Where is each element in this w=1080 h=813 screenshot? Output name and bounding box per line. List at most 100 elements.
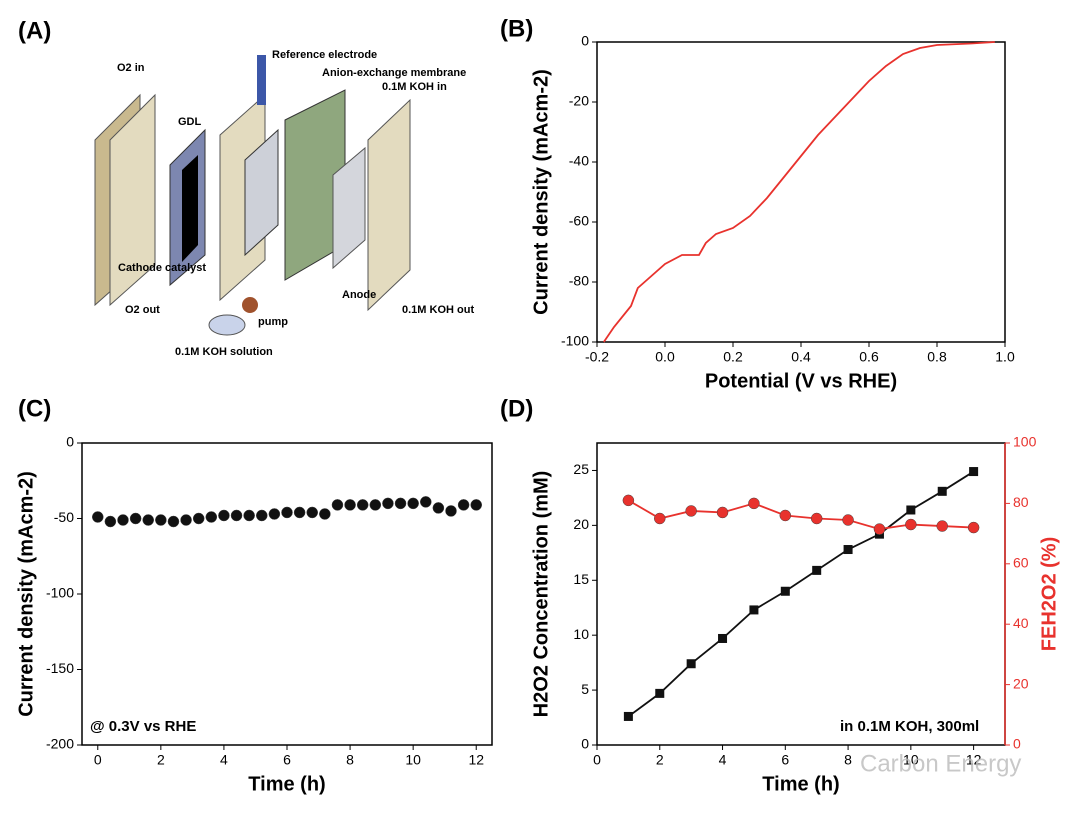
series-line: [627, 499, 974, 530]
marker: [142, 514, 154, 526]
marker: [718, 633, 728, 643]
marker: [905, 518, 917, 531]
x-tick-label: 0: [94, 752, 102, 768]
marker: [344, 499, 356, 511]
y-tick-label: 15: [573, 571, 589, 587]
marker: [218, 509, 230, 522]
marker: [445, 505, 457, 517]
x-tick-label: 10: [405, 752, 421, 768]
plate: [109, 93, 156, 307]
marker: [842, 514, 854, 526]
marker: [369, 499, 382, 511]
x-tick-label: 0.4: [791, 349, 811, 365]
marker: [382, 497, 394, 510]
marker: [180, 514, 192, 526]
y-tick-label: 25: [573, 461, 589, 477]
label: O2 in: [117, 62, 145, 74]
y-tick-label: -100: [46, 585, 74, 601]
x-tick-label: 10: [903, 752, 919, 768]
marker: [356, 499, 369, 511]
label: Cathode catalyst: [118, 262, 206, 274]
x-tick-label: 2: [157, 752, 165, 768]
panel-label: (D): [500, 395, 533, 422]
x-tick-label: 6: [283, 752, 291, 768]
y-tick-label: 0: [581, 33, 589, 49]
x-axis-title: Potential (V vs RHE): [705, 370, 897, 392]
marker: [319, 508, 331, 520]
marker: [155, 514, 167, 526]
x-tick-label: 0.6: [859, 349, 879, 365]
panel-label: (B): [500, 15, 533, 42]
diagram: (A) O2 in GDL Reference electrode Anion-…: [18, 17, 474, 358]
x-tick-label: -0.2: [585, 349, 609, 365]
y-tick-label: 0: [581, 736, 589, 752]
y-tick-label: 10: [573, 626, 589, 642]
marker: [256, 509, 268, 522]
marker: [623, 711, 633, 721]
series-line: [627, 470, 975, 718]
marker: [268, 508, 281, 520]
label: Anode: [342, 289, 376, 301]
label: GDL: [178, 116, 202, 128]
marker: [407, 497, 419, 510]
y2-tick-label: 60: [1013, 555, 1029, 571]
marker: [843, 545, 853, 555]
x-tick-label: 4: [719, 752, 727, 768]
x-tick-label: 12: [966, 752, 982, 768]
label: O2 out: [125, 304, 160, 316]
marker: [686, 659, 696, 669]
x-tick-label: 0.8: [927, 349, 947, 365]
marker: [780, 586, 790, 596]
marker: [654, 512, 666, 525]
x-tick-label: 0.0: [655, 349, 675, 365]
marker: [655, 688, 665, 698]
marker: [967, 521, 980, 534]
label: 0.1M KOH out: [402, 304, 474, 316]
marker: [685, 505, 697, 517]
panel-label: (C): [18, 395, 51, 422]
label: Reference electrode: [272, 49, 377, 61]
annotation: @ 0.3V vs RHE: [90, 718, 196, 735]
x-tick-label: 8: [844, 752, 852, 768]
marker: [936, 520, 948, 532]
y-tick-label: -50: [54, 509, 74, 525]
x-tick-label: 8: [346, 752, 354, 768]
y-tick-label: -40: [569, 153, 589, 169]
marker: [812, 565, 822, 575]
marker: [230, 509, 243, 522]
y-tick-label: -20: [569, 93, 589, 109]
marker: [749, 605, 759, 615]
marker: [331, 499, 344, 511]
y2-tick-label: 40: [1013, 615, 1029, 631]
marker: [205, 511, 218, 523]
marker: [810, 512, 823, 525]
plot-frame: [596, 41, 1006, 343]
reference: [257, 55, 266, 105]
marker: [420, 496, 432, 508]
catalyst: [182, 155, 198, 262]
plate: [219, 93, 266, 302]
watermark: Carbon Energy: [860, 750, 1021, 777]
label: 0.1M KOH solution: [175, 346, 273, 358]
y-tick-label: -150: [46, 660, 74, 676]
label: pump: [258, 316, 288, 328]
y-axis-title: H2O2 Concentration (mM): [530, 471, 552, 718]
window: [244, 128, 279, 257]
marker: [243, 509, 255, 522]
y2-axis-title: FEH2O2 (%): [1038, 537, 1060, 651]
marker: [748, 497, 760, 510]
x-tick-label: 0: [593, 752, 601, 768]
label: 0.1M KOH in: [382, 81, 447, 93]
series-line: [603, 41, 995, 343]
y-tick-label: 20: [573, 516, 589, 532]
solution: [208, 314, 246, 336]
marker: [394, 497, 407, 510]
marker: [129, 512, 142, 525]
marker: [470, 499, 482, 511]
x-axis-title: Time (h): [248, 773, 325, 795]
plate: [367, 98, 411, 312]
marker: [716, 506, 729, 519]
y-axis-title: Current density (mAcm-2): [15, 471, 37, 717]
y-tick-label: 0: [66, 434, 74, 450]
marker: [192, 512, 205, 525]
